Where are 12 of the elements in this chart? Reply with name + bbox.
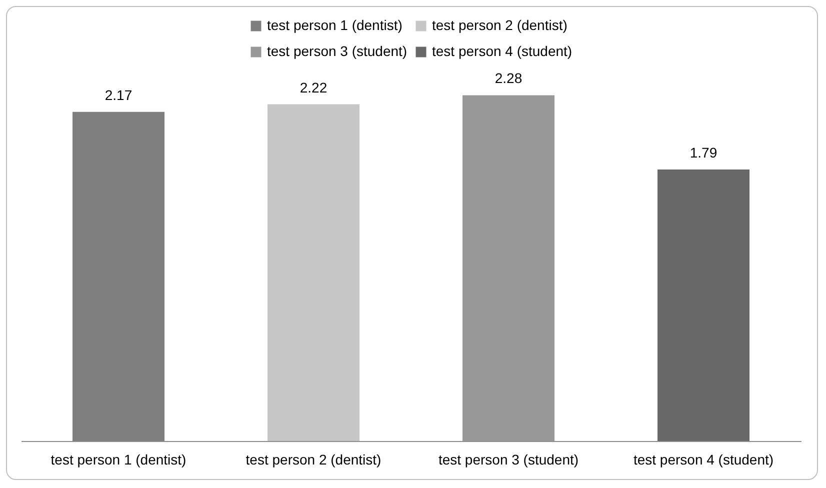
data-label: 2.22	[300, 79, 328, 96]
data-label: 2.17	[104, 86, 132, 103]
x-tick-label: test person 3 (student)	[438, 452, 579, 468]
legend-label: test person 3 (student)	[267, 43, 408, 59]
x-tick-label: test person 2 (dentist)	[246, 452, 382, 468]
x-tick-label: test person 4 (student)	[633, 452, 774, 468]
legend-label: test person 1 (dentist)	[267, 17, 402, 33]
x-tick-label: test person 1 (dentist)	[50, 452, 186, 468]
data-label: 2.28	[494, 70, 522, 86]
legend-label: test person 4 (student)	[432, 43, 572, 59]
legend-label: test person 2 (dentist)	[432, 17, 568, 33]
data-label: 1.79	[690, 144, 718, 161]
